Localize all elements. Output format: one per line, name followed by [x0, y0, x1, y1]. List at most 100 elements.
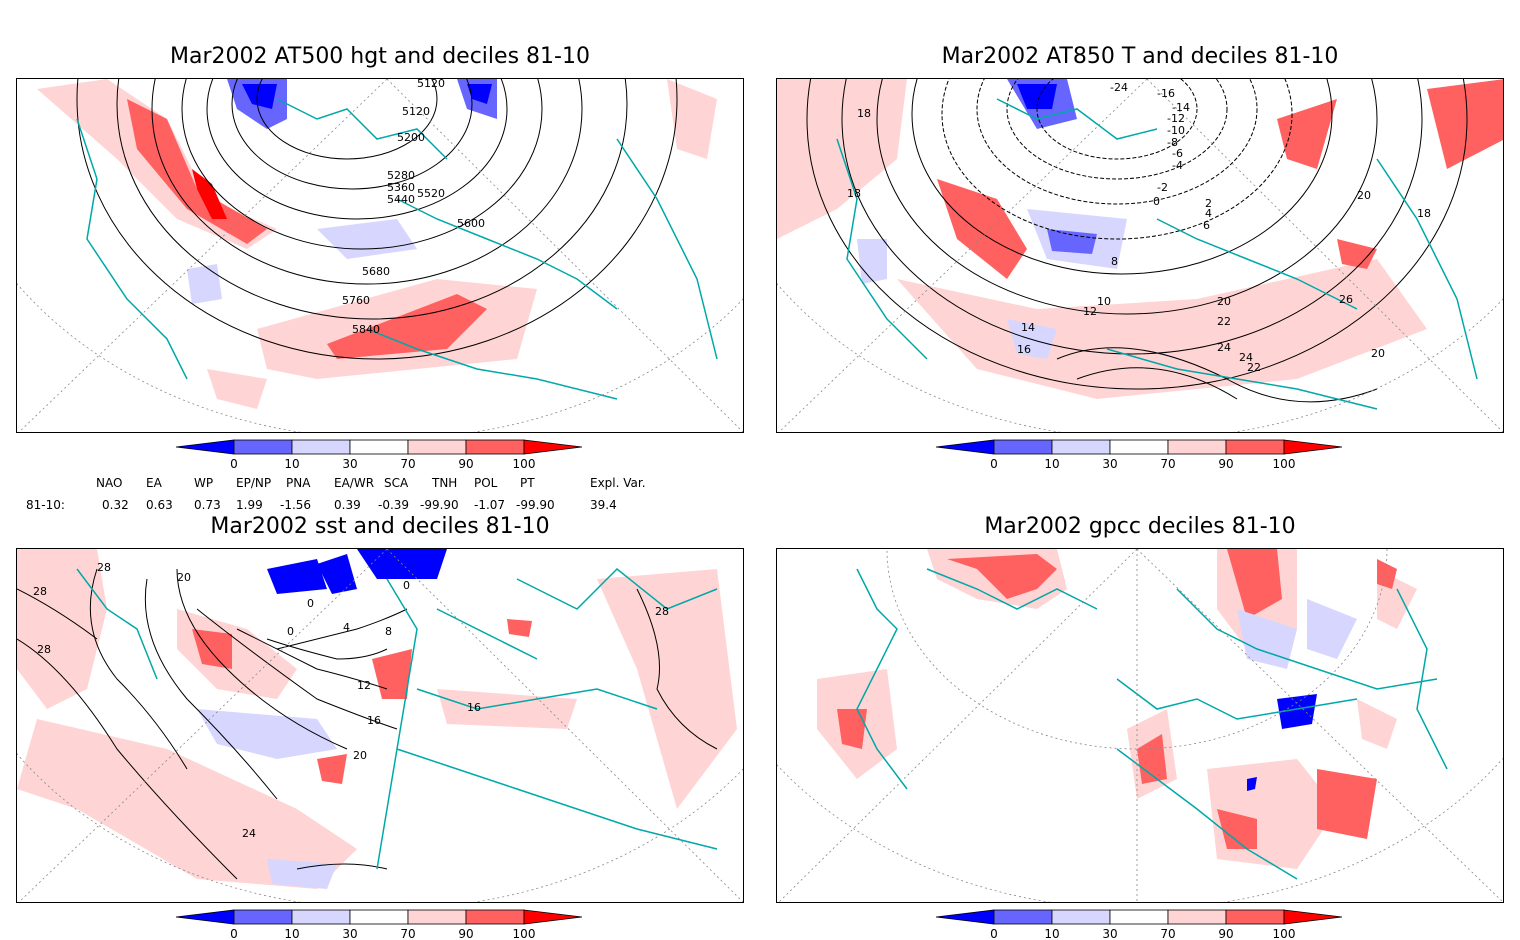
colorbar-segment — [1109, 439, 1169, 455]
index-header: SCA — [384, 476, 409, 490]
coastlines — [836, 98, 1478, 410]
contour-label: 5440 — [387, 193, 415, 206]
colorbar-top-right: 0 10 30 70 90 100 — [935, 439, 1343, 470]
contour-label: 5760 — [342, 294, 370, 307]
contour-label: 5680 — [362, 265, 390, 278]
colorbar-segment — [1051, 909, 1111, 925]
colorbar-top-left: 0 10 30 70 90 100 — [175, 439, 583, 470]
colorbar-segment — [465, 439, 525, 455]
contour-label: 2 — [1205, 197, 1212, 210]
colorbar-arrow-high — [1283, 439, 1343, 455]
colorbar-tick-label: 100 — [513, 927, 536, 940]
colorbar-tick-label: 70 — [400, 927, 415, 940]
colorbar-tick-label: 10 — [1044, 457, 1059, 470]
colorbar-tick-label: 0 — [990, 457, 998, 470]
colorbar-tick-label: 100 — [1273, 927, 1296, 940]
contours — [76, 79, 678, 360]
map-panel-t850: -24 -16 -14 -12 -10 -8 -6 -4 -2 0 2 4 6 8 10 12 14 16 18 18… — [776, 78, 1504, 433]
colorbar-tick-label: 30 — [1102, 457, 1117, 470]
contour-label: 20 — [353, 749, 367, 762]
contour-label: 5280 — [387, 169, 415, 182]
colorbar-segment — [233, 909, 293, 925]
colorbar-segment — [349, 909, 409, 925]
index-header: EA — [146, 476, 162, 490]
contour-label: 0 — [307, 597, 314, 610]
colorbar-segment — [291, 439, 351, 455]
contour-label: 0 — [287, 625, 294, 638]
contour-label: 16 — [367, 714, 381, 727]
colorbar-segment — [349, 439, 409, 455]
index-header: POL — [474, 476, 498, 490]
panel-title-t850: Mar2002 AT850 T and deciles 81-10 — [941, 44, 1339, 69]
coastlines — [856, 568, 1448, 880]
contour-label: -10 — [1167, 124, 1185, 137]
colorbar-segment — [1225, 439, 1285, 455]
contour-label: 18 — [1417, 207, 1431, 220]
index-value: -1.07 — [474, 498, 506, 512]
colorbar-tick-label: 90 — [458, 457, 473, 470]
index-value: 0.39 — [334, 498, 361, 512]
contour-label: 22 — [1247, 361, 1261, 374]
map-panel-sst: 28 28 28 24 20 20 16 12 8 4 0 0 0 16 28 — [16, 548, 744, 903]
contour-label: -16 — [1157, 87, 1175, 100]
contour-label: 20 — [1371, 347, 1385, 360]
colorbar-tick-label: 10 — [284, 457, 299, 470]
contour-label: -12 — [1167, 112, 1185, 125]
contour-label: 18 — [857, 107, 871, 120]
contour-label: 5200 — [397, 131, 425, 144]
contour-label: 16 — [1017, 343, 1031, 356]
contour-label: 28 — [655, 605, 669, 618]
colorbar-segment — [233, 439, 293, 455]
colorbar-tick-label: 100 — [1273, 457, 1296, 470]
contour-label: 8 — [385, 625, 392, 638]
colorbar-tick-label: 0 — [230, 457, 238, 470]
contour-label: -8 — [1167, 136, 1178, 149]
colorbar-tick-label: 30 — [1102, 927, 1117, 940]
index-value: 0.73 — [194, 498, 221, 512]
contour-label: 20 — [177, 571, 191, 584]
contour-label: 5520 — [417, 187, 445, 200]
contour-label: 24 — [242, 827, 256, 840]
index-row-label: 81-10: — [26, 498, 65, 512]
contour-label: -4 — [1172, 159, 1183, 172]
panel-title-gpcc: Mar2002 gpcc deciles 81-10 — [984, 514, 1296, 539]
index-value: -99.90 — [516, 498, 555, 512]
colorbar-tick-label: 70 — [400, 457, 415, 470]
colorbar-segment — [1051, 439, 1111, 455]
colorbar-tick-label: 90 — [1218, 457, 1233, 470]
contour-label: -24 — [1110, 81, 1128, 94]
panel-title-z500: Mar2002 AT500 hgt and deciles 81-10 — [170, 44, 590, 69]
contour-label: 28 — [97, 561, 111, 574]
contour-label: 20 — [1217, 295, 1231, 308]
colorbar-segment — [291, 909, 351, 925]
map-panel-gpcc — [776, 548, 1504, 903]
index-value: -1.56 — [280, 498, 312, 512]
contour-label: 12 — [357, 679, 371, 692]
panel-title-sst: Mar2002 sst and deciles 81-10 — [210, 514, 550, 539]
index-value: 0.32 — [102, 498, 129, 512]
colorbar-segment — [993, 439, 1053, 455]
index-header: Expl. Var. — [590, 476, 646, 490]
contour-label: 6 — [1203, 219, 1210, 232]
colorbar-segment — [1225, 909, 1285, 925]
colorbar-arrow-low — [175, 439, 235, 455]
index-header: PT — [520, 476, 535, 490]
colorbar-tick-label: 10 — [1044, 927, 1059, 940]
contour-label: 5120 — [417, 79, 445, 90]
contours — [806, 79, 1468, 403]
contour-label: -14 — [1172, 101, 1190, 114]
coastlines — [76, 567, 718, 870]
colorbar-segment — [993, 909, 1053, 925]
contours — [17, 568, 718, 880]
colorbar-segment — [465, 909, 525, 925]
index-value: 39.4 — [590, 498, 617, 512]
index-value: -99.90 — [420, 498, 459, 512]
contour-label: 20 — [1357, 189, 1371, 202]
colorbar-segment — [407, 439, 467, 455]
colorbar-tick-label: 10 — [284, 927, 299, 940]
grid — [777, 549, 1503, 902]
contour-label: 4 — [1205, 207, 1212, 220]
anomaly-shading — [17, 549, 737, 889]
contour-label: 5840 — [352, 323, 380, 336]
